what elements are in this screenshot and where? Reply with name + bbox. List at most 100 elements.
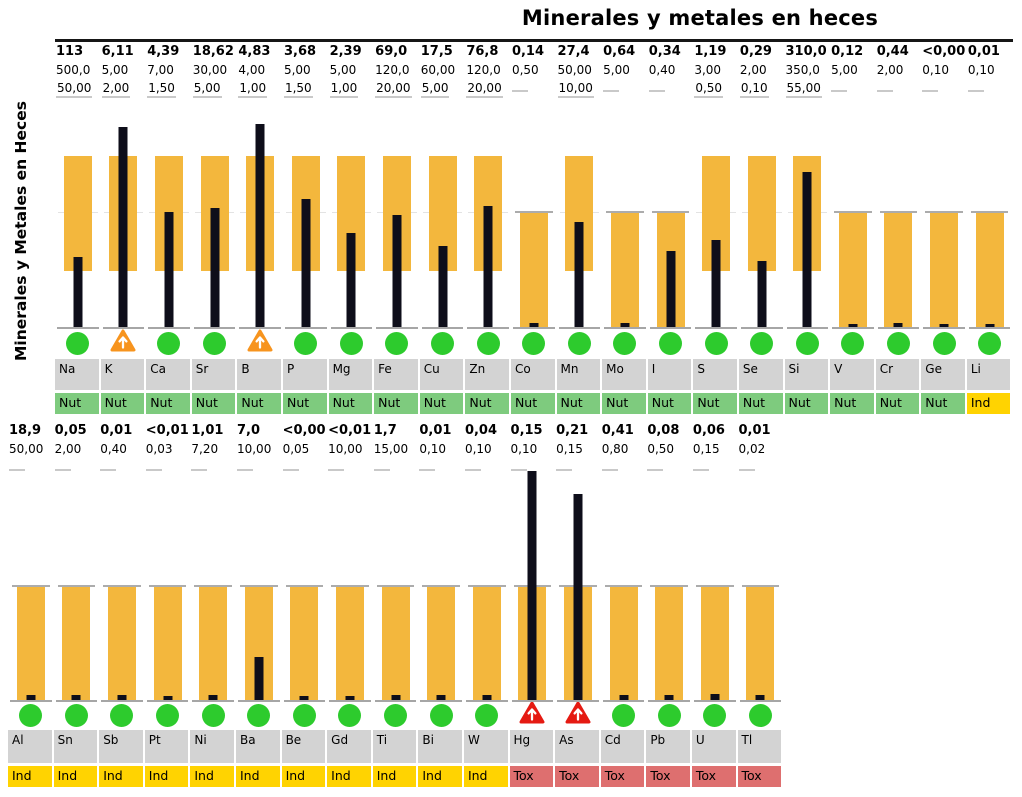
baseline — [101, 700, 143, 702]
reference-band — [930, 212, 959, 328]
element-gauge — [420, 124, 466, 329]
reference-high-value: 10,00 — [328, 442, 363, 456]
element-gauge — [329, 124, 375, 329]
reference-band — [747, 156, 776, 272]
reference-low-value: 20,00 — [374, 81, 420, 101]
reference-band — [290, 586, 319, 701]
reference-high-value: 0,40 — [648, 63, 676, 77]
value-bar — [529, 322, 539, 328]
status-icon-row — [464, 701, 510, 729]
element-column: 17,5 60,00 5,00 Cu Nut — [419, 43, 466, 414]
reference-high-value: 0,80 — [601, 442, 629, 456]
element-gauge — [601, 471, 647, 702]
element-gauge — [557, 124, 603, 329]
reference-high-value: 5,00 — [283, 63, 311, 77]
baseline — [284, 327, 327, 329]
reference-band-cap — [970, 211, 1009, 214]
value-bar — [573, 494, 583, 701]
reference-band — [427, 586, 456, 701]
reference-high-value: 5,00 — [831, 63, 858, 77]
element-class-badge: Ind — [463, 766, 508, 787]
measured-value: 18,9 — [9, 423, 42, 438]
reference-low-underline: 10,00 — [557, 81, 594, 98]
reference-low-underline — [738, 469, 755, 471]
reference-low-value: 5,00 — [192, 81, 238, 101]
element-column: <0,01 10,00 Gd Ind — [327, 422, 373, 787]
reference-band-cap — [57, 585, 96, 587]
baseline — [923, 327, 965, 329]
element-column: 0,15 0,10 Hg Tox — [509, 422, 556, 787]
reference-low-underline — [54, 469, 71, 471]
element-gauge — [921, 124, 967, 329]
element-symbol: I — [647, 359, 692, 390]
reference-low-underline: 50,00 — [56, 81, 93, 98]
baseline — [239, 327, 281, 329]
status-icon-row — [282, 701, 328, 729]
value-bar — [346, 232, 356, 328]
element-symbol: Mo — [602, 359, 646, 390]
element-class-badge: Ind — [372, 766, 417, 787]
element-symbol: As — [555, 730, 599, 763]
element-gauge — [327, 471, 373, 702]
reference-band-cap — [925, 211, 963, 214]
baseline — [376, 327, 418, 329]
reference-low-value — [602, 81, 648, 101]
reference-high-value: 0,10 — [922, 63, 949, 77]
element-gauge — [418, 471, 464, 702]
element-class-badge: Tox — [509, 766, 554, 787]
reference-low-underline — [100, 469, 117, 471]
measured-value: 0,08 — [647, 423, 680, 438]
element-gauge — [739, 124, 785, 329]
in-range-icon — [613, 331, 637, 355]
element-class-badge: Ind — [281, 766, 326, 787]
status-icon-row — [374, 328, 420, 358]
baseline — [57, 327, 99, 329]
reference-low-value — [510, 460, 556, 471]
element-symbol: Li — [966, 359, 1011, 390]
reference-low-value — [692, 460, 738, 471]
element-symbol: W — [463, 730, 508, 763]
element-gauge — [511, 124, 557, 329]
element-class-badge: Nut — [738, 393, 783, 414]
value-bar — [619, 695, 629, 701]
reference-high-value: 60,00 — [420, 63, 456, 77]
reference-low-underline — [282, 469, 299, 471]
reference-low-underline — [601, 469, 618, 471]
reference-band-cap — [695, 585, 734, 587]
element-gauge — [967, 124, 1013, 329]
reference-low-value — [830, 81, 876, 101]
element-symbol: Co — [510, 359, 555, 390]
reference-high-value: 3,00 — [694, 63, 722, 77]
baseline — [193, 327, 236, 329]
in-range-icon — [66, 331, 90, 355]
status-icon-row — [146, 328, 192, 358]
reference-band — [700, 586, 729, 701]
reference-low-value: 1,00 — [329, 81, 375, 101]
element-gauge — [510, 471, 556, 702]
reference-low-value — [190, 460, 236, 471]
value-bar — [802, 172, 812, 328]
reference-band — [519, 212, 548, 328]
reference-high-value: 0,50 — [647, 442, 675, 456]
baseline — [604, 327, 646, 329]
baseline — [512, 327, 555, 329]
reference-low-underline — [419, 469, 436, 471]
reference-band-cap — [834, 211, 872, 214]
value-bar — [118, 127, 128, 328]
reference-high-value: 120,0 — [375, 63, 410, 77]
reference-low-value: 5,00 — [420, 81, 466, 101]
status-icon-row — [601, 701, 647, 729]
baseline — [102, 327, 145, 329]
reference-low-underline — [328, 469, 345, 471]
status-icon-row — [557, 328, 603, 358]
reference-band-cap — [879, 211, 918, 214]
measured-value: 0,01 — [100, 423, 133, 438]
reference-high-value: 5,00 — [603, 63, 630, 77]
status-icon-row — [648, 328, 694, 358]
reference-low-underline — [236, 469, 253, 471]
element-column: 0,06 0,15 U Tox — [691, 422, 738, 787]
element-gauge — [192, 124, 238, 329]
reference-low-value — [54, 460, 100, 471]
element-gauge — [646, 471, 692, 702]
baseline — [329, 700, 371, 702]
